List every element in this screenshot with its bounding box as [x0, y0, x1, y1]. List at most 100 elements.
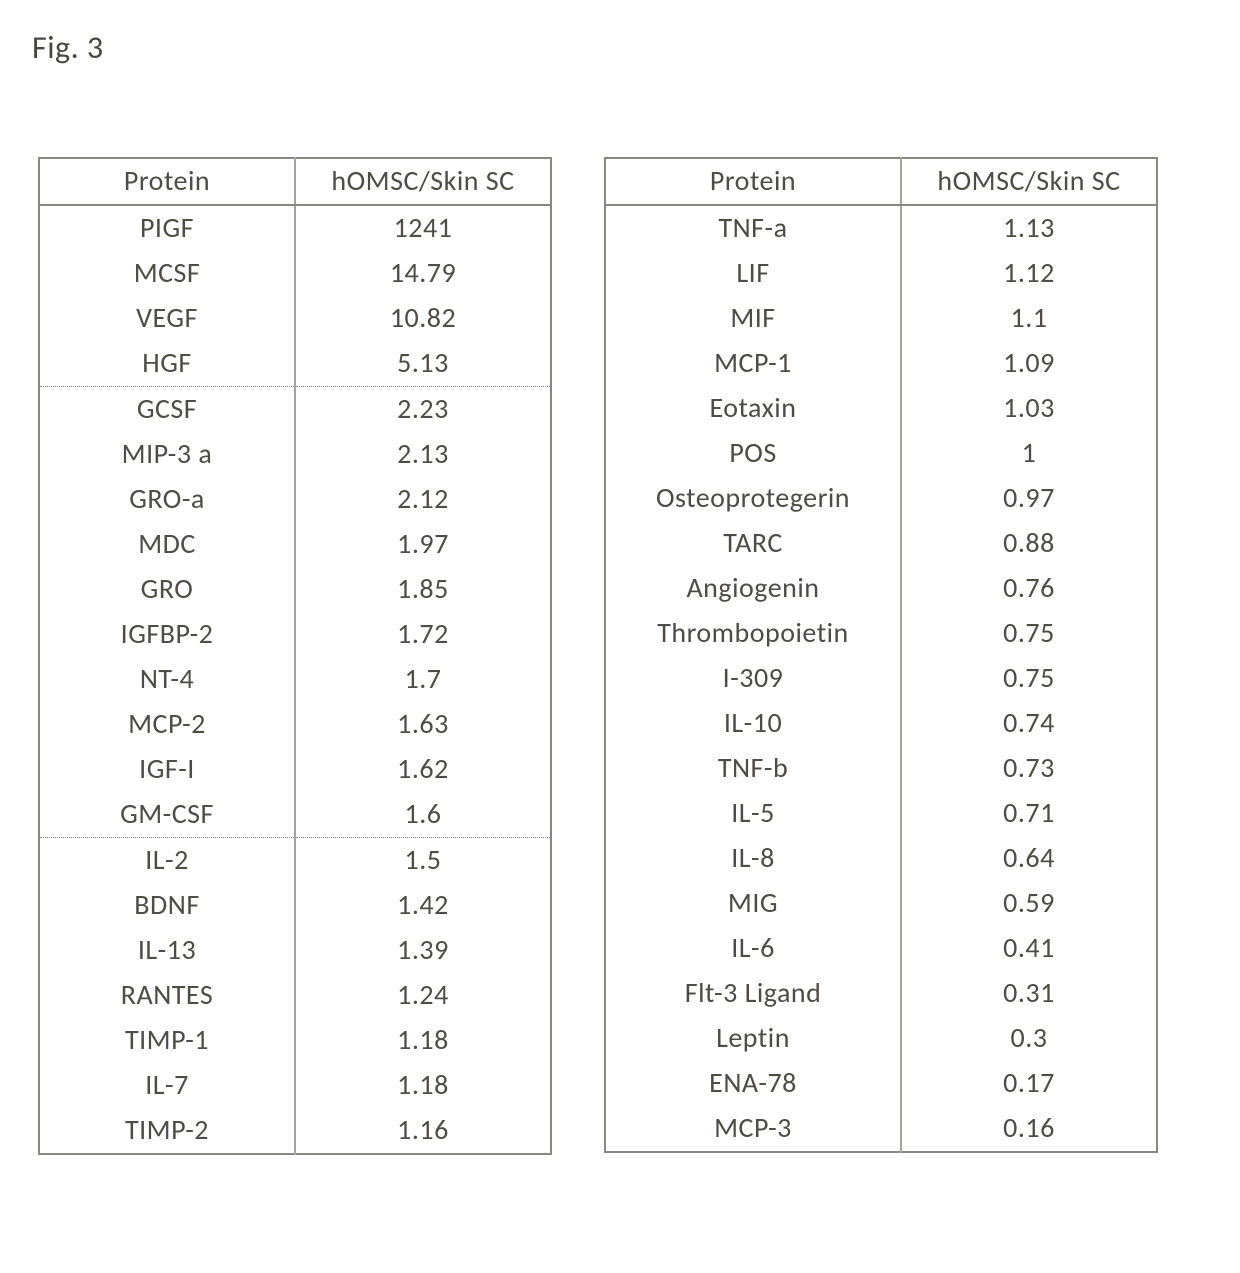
table-row: GM-CSF1.6 — [39, 792, 551, 838]
table-row: IL-71.18 — [39, 1063, 551, 1108]
cell-ratio: 1241 — [295, 205, 551, 251]
cell-ratio: 2.23 — [295, 387, 551, 433]
cell-ratio: 0.75 — [901, 611, 1157, 656]
table-row: GRO-a2.12 — [39, 477, 551, 522]
table-row: TIMP-21.16 — [39, 1108, 551, 1154]
cell-protein: MCP-1 — [605, 341, 901, 386]
cell-ratio: 0.88 — [901, 521, 1157, 566]
col-header-protein: Protein — [605, 158, 901, 205]
cell-ratio: 1.16 — [295, 1108, 551, 1154]
cell-ratio: 0.75 — [901, 656, 1157, 701]
cell-protein: Angiogenin — [605, 566, 901, 611]
cell-ratio: 1.03 — [901, 386, 1157, 431]
cell-protein: IL-5 — [605, 791, 901, 836]
table-row: Eotaxin1.03 — [605, 386, 1157, 431]
table-row: IGFBP-21.72 — [39, 612, 551, 657]
cell-ratio: 1.6 — [295, 792, 551, 838]
cell-ratio: 1.7 — [295, 657, 551, 702]
cell-ratio: 0.74 — [901, 701, 1157, 746]
table-row: TNF-a1.13 — [605, 205, 1157, 251]
cell-ratio: 0.3 — [901, 1016, 1157, 1061]
cell-protein: MCP-2 — [39, 702, 295, 747]
cell-ratio: 1 — [901, 431, 1157, 476]
table-row: MCP-30.16 — [605, 1106, 1157, 1152]
table-header-row: Protein hOMSC/Skin SC — [39, 158, 551, 205]
cell-protein: TIMP-2 — [39, 1108, 295, 1154]
cell-ratio: 1.5 — [295, 838, 551, 884]
cell-protein: IL-7 — [39, 1063, 295, 1108]
cell-ratio: 1.63 — [295, 702, 551, 747]
cell-protein: Leptin — [605, 1016, 901, 1061]
cell-protein: RANTES — [39, 973, 295, 1018]
cell-ratio: 2.12 — [295, 477, 551, 522]
cell-protein: MIP-3 a — [39, 432, 295, 477]
cell-protein: VEGF — [39, 296, 295, 341]
table-row: MCP-21.63 — [39, 702, 551, 747]
table-row: Angiogenin0.76 — [605, 566, 1157, 611]
table-row: IL-50.71 — [605, 791, 1157, 836]
cell-ratio: 1.12 — [901, 251, 1157, 296]
table-row: TARC0.88 — [605, 521, 1157, 566]
cell-protein: POS — [605, 431, 901, 476]
cell-ratio: 1.09 — [901, 341, 1157, 386]
table-row: Leptin0.3 — [605, 1016, 1157, 1061]
cell-protein: IGF-I — [39, 747, 295, 792]
cell-protein: MIG — [605, 881, 901, 926]
cell-protein: PIGF — [39, 205, 295, 251]
cell-protein: BDNF — [39, 883, 295, 928]
cell-protein: IL-8 — [605, 836, 901, 881]
cell-protein: IL-13 — [39, 928, 295, 973]
table-row: VEGF10.82 — [39, 296, 551, 341]
cell-protein: IL-2 — [39, 838, 295, 884]
cell-ratio: 0.41 — [901, 926, 1157, 971]
table-row: MDC1.97 — [39, 522, 551, 567]
cell-protein: TNF-b — [605, 746, 901, 791]
cell-ratio: 0.17 — [901, 1061, 1157, 1106]
table-row: MCP-11.09 — [605, 341, 1157, 386]
cell-ratio: 1.39 — [295, 928, 551, 973]
cell-ratio: 1.97 — [295, 522, 551, 567]
cell-ratio: 14.79 — [295, 251, 551, 296]
table-row: TIMP-11.18 — [39, 1018, 551, 1063]
cell-ratio: 1.18 — [295, 1063, 551, 1108]
cell-protein: MCP-3 — [605, 1106, 901, 1152]
table-row: POS1 — [605, 431, 1157, 476]
cell-protein: I-309 — [605, 656, 901, 701]
protein-ratio-table-right: Protein hOMSC/Skin SC TNF-a1.13LIF1.12MI… — [604, 157, 1158, 1153]
cell-protein: HGF — [39, 341, 295, 387]
cell-protein: Osteoprotegerin — [605, 476, 901, 521]
col-header-ratio: hOMSC/Skin SC — [901, 158, 1157, 205]
table-row: BDNF1.42 — [39, 883, 551, 928]
table-row: Osteoprotegerin0.97 — [605, 476, 1157, 521]
cell-protein: GRO — [39, 567, 295, 612]
cell-ratio: 0.31 — [901, 971, 1157, 1016]
table-header-row: Protein hOMSC/Skin SC — [605, 158, 1157, 205]
table-row: IL-21.5 — [39, 838, 551, 884]
figure-label: Fig. 3 — [32, 28, 1208, 67]
col-header-ratio: hOMSC/Skin SC — [295, 158, 551, 205]
cell-ratio: 1.85 — [295, 567, 551, 612]
cell-protein: TIMP-1 — [39, 1018, 295, 1063]
table-row: GRO1.85 — [39, 567, 551, 612]
cell-ratio: 0.16 — [901, 1106, 1157, 1152]
table-row: NT-41.7 — [39, 657, 551, 702]
table-row: MIP-3 a2.13 — [39, 432, 551, 477]
cell-protein: IGFBP-2 — [39, 612, 295, 657]
cell-ratio: 2.13 — [295, 432, 551, 477]
table-row: HGF5.13 — [39, 341, 551, 387]
table-row: IL-100.74 — [605, 701, 1157, 746]
cell-protein: GCSF — [39, 387, 295, 433]
cell-ratio: 0.59 — [901, 881, 1157, 926]
cell-protein: Eotaxin — [605, 386, 901, 431]
cell-protein: TARC — [605, 521, 901, 566]
cell-ratio: 10.82 — [295, 296, 551, 341]
table-row: I-3090.75 — [605, 656, 1157, 701]
table-row: RANTES1.24 — [39, 973, 551, 1018]
cell-ratio: 0.71 — [901, 791, 1157, 836]
cell-ratio: 1.13 — [901, 205, 1157, 251]
cell-ratio: 0.64 — [901, 836, 1157, 881]
cell-ratio: 1.42 — [295, 883, 551, 928]
cell-ratio: 1.72 — [295, 612, 551, 657]
cell-protein: NT-4 — [39, 657, 295, 702]
cell-protein: MCSF — [39, 251, 295, 296]
